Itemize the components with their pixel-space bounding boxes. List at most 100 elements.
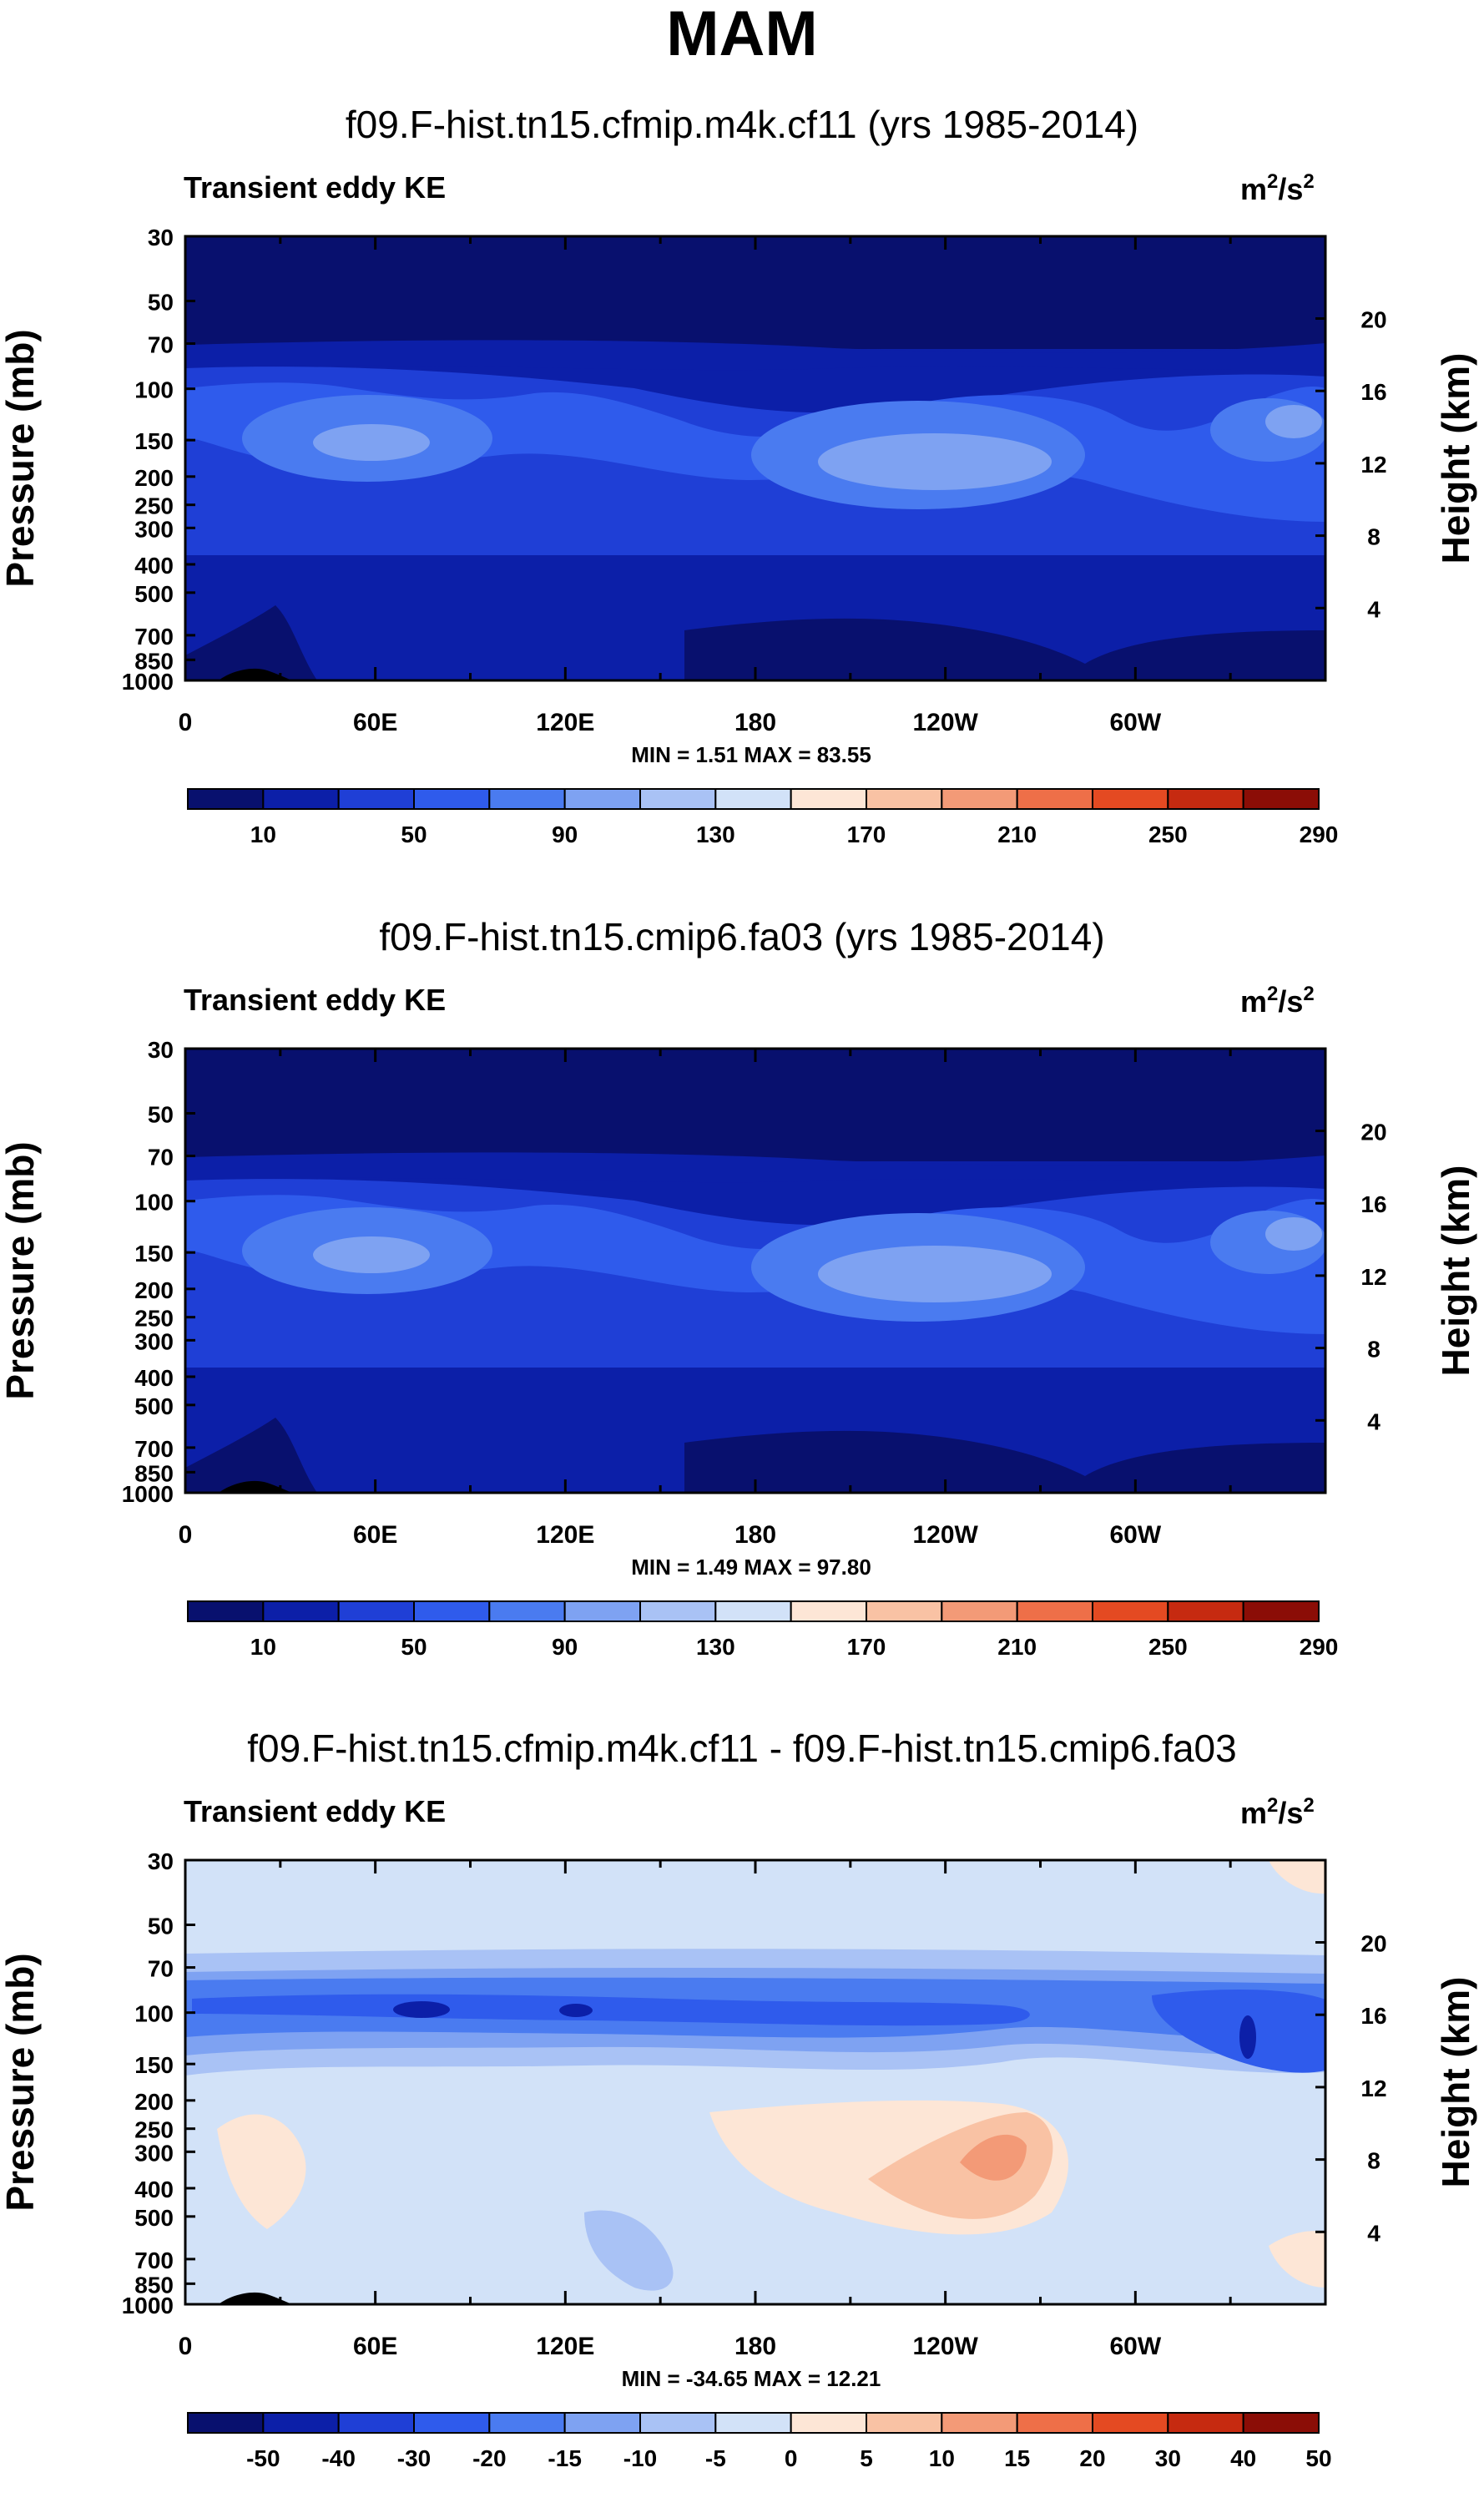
x-tick-label: 60E	[353, 1521, 397, 1549]
field-band-neg20	[192, 1994, 1030, 2026]
y-tick-label: 50	[148, 1102, 174, 1128]
y-tick-label: 850	[134, 648, 174, 674]
colorbar-label: 90	[552, 1634, 578, 1660]
field-pos-15	[960, 2134, 1027, 2181]
x-tick-label: 0	[179, 709, 193, 736]
colorbar-swatch	[1242, 788, 1320, 810]
colorbar-label: 170	[847, 1634, 886, 1660]
colorbar-label: 90	[552, 822, 578, 847]
min-max-stats: MIN = -34.65 MAX = 12.21	[622, 2366, 881, 2391]
units-base: m	[1240, 172, 1267, 206]
field-pos-west	[217, 2114, 306, 2229]
panel-title: f09.F-hist.tn15.cfmip.m4k.cf11 - f09.F-h…	[247, 1727, 1236, 1770]
colorbar-label: 5	[860, 2445, 873, 2471]
colorbar-swatch	[1016, 1600, 1093, 1622]
x-tick-label: 0	[179, 2333, 193, 2360]
y-tick-label: 30	[148, 1848, 174, 1874]
colorbar-label: 10	[929, 2445, 955, 2471]
units-mid: /s	[1278, 172, 1303, 206]
x-tick-label: 0	[179, 1521, 193, 1549]
colorbar-swatch	[1167, 788, 1244, 810]
colorbar-label: 10	[250, 822, 276, 847]
colorbar-label: 210	[997, 822, 1037, 847]
colorbar-swatch	[187, 2412, 265, 2434]
y-right-tick-label: 20	[1360, 1120, 1386, 1145]
colorbar-swatch	[714, 2412, 792, 2434]
colorbar-swatch	[790, 788, 868, 810]
units-exp: 2	[1267, 170, 1278, 193]
colorbar-swatch	[790, 2412, 868, 2434]
units-exp: 2	[1303, 1794, 1314, 1817]
colorbar-label: 290	[1300, 1634, 1339, 1660]
units-exp: 2	[1267, 1794, 1278, 1817]
field-jet-core-pacific	[818, 1246, 1052, 1302]
field-jet-core-atlantic	[1265, 405, 1322, 438]
y-tick-label: 500	[134, 581, 174, 607]
y-tick-label: 300	[134, 1328, 174, 1354]
colorbar-swatch	[1242, 1600, 1320, 1622]
y-tick-label: 200	[134, 1277, 174, 1303]
colorbar-label: -5	[705, 2445, 726, 2471]
y-right-tick-label: 4	[1367, 596, 1381, 622]
x-tick-label: 60W	[1109, 2333, 1161, 2360]
topography	[219, 2292, 292, 2304]
colorbar-label: 50	[401, 822, 427, 847]
y-tick-label: 100	[134, 1190, 174, 1216]
y-tick-label: 400	[134, 2177, 174, 2202]
colorbar-swatch	[337, 1600, 415, 1622]
y-right-tick-label: 16	[1360, 379, 1386, 405]
y-tick-label: 300	[134, 516, 174, 542]
y-tick-label: 70	[148, 332, 174, 358]
topography	[219, 668, 292, 680]
y-right-tick-label: 8	[1367, 524, 1381, 550]
colorbar-swatch	[1016, 2412, 1093, 2434]
y-right-axis-title: Height (km)	[1434, 1977, 1477, 2188]
y-axis-title: Pressure (mb)	[0, 1953, 42, 2211]
colorbar-swatch	[1167, 1600, 1244, 1622]
y-right-tick-label: 8	[1367, 1337, 1381, 1363]
field-pos-top-right	[1269, 1860, 1325, 1894]
y-right-tick-label: 16	[1360, 2003, 1386, 2029]
field-low-level-weak	[684, 618, 1325, 680]
y-tick-label: 1000	[122, 1481, 174, 1507]
colorbar-swatch	[1016, 788, 1093, 810]
colorbar-swatch	[866, 2412, 943, 2434]
y-tick-label: 250	[134, 493, 174, 519]
panel-cfmip-m4k: f09.F-hist.tn15.cfmip.m4k.cf11 (yrs 1985…	[0, 88, 1484, 889]
colorbar-swatch	[563, 2412, 642, 2434]
y-tick-label: 400	[134, 553, 174, 579]
y-right-tick-label: 8	[1367, 2148, 1381, 2174]
colorbar-label: -10	[623, 2445, 657, 2471]
x-tick-label: 180	[734, 2333, 776, 2360]
colorbar-swatch	[639, 788, 717, 810]
y-tick-label: 150	[134, 428, 174, 454]
colorbar-swatch	[488, 2412, 566, 2434]
colorbar-swatch	[790, 1600, 868, 1622]
units-mid: /s	[1278, 984, 1303, 1019]
y-right-tick-label: 12	[1360, 452, 1386, 478]
x-tick-label: 120W	[912, 709, 978, 736]
units-base: m	[1240, 1796, 1267, 1830]
colorbar-label: 30	[1155, 2445, 1181, 2471]
colorbar-swatch	[1092, 2412, 1169, 2434]
colorbar-label: 15	[1004, 2445, 1030, 2471]
colorbar-swatch	[714, 788, 792, 810]
colorbar-swatch	[337, 2412, 415, 2434]
min-max-stats: MIN = 1.49 MAX = 97.80	[631, 1555, 871, 1580]
field-min-atlantic	[1239, 2015, 1256, 2059]
field-band-tropopause	[185, 1152, 1325, 1183]
field-band-stratosphere	[185, 1049, 1325, 1161]
colorbar-label: -50	[246, 2445, 280, 2471]
colorbar-swatch	[941, 1600, 1018, 1622]
x-tick-label: 120E	[536, 1521, 594, 1549]
panel-title: f09.F-hist.tn15.cfmip.m4k.cf11 (yrs 1985…	[346, 103, 1138, 146]
topography	[219, 1480, 292, 1493]
y-tick-label: 250	[134, 1306, 174, 1332]
colorbar-swatch	[262, 2412, 340, 2434]
y-tick-label: 400	[134, 1365, 174, 1391]
chart-svg: f09.F-hist.tn15.cfmip.m4k.cf11 (yrs 1985…	[0, 103, 1477, 847]
y-tick-label: 70	[148, 1145, 174, 1171]
contour-field	[185, 236, 1325, 680]
colorbar-label: 10	[250, 1634, 276, 1660]
x-tick-label: 180	[734, 1521, 776, 1549]
